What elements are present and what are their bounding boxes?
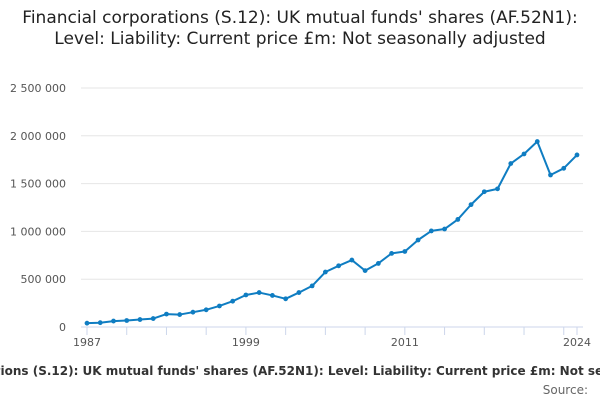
y-tick-label: 1 000 000 <box>10 225 66 238</box>
data-point <box>508 161 514 166</box>
data-point <box>402 249 408 254</box>
data-point <box>415 237 421 243</box>
data-point <box>296 290 302 295</box>
data-point <box>495 186 500 192</box>
y-tick-label: 2 500 000 <box>10 82 66 95</box>
data-point <box>442 226 447 232</box>
data-point <box>150 316 156 321</box>
data-point <box>548 172 553 178</box>
data-point <box>309 283 315 289</box>
data-point <box>481 189 487 195</box>
data-point <box>336 263 342 269</box>
data-point <box>256 290 262 295</box>
data-point <box>177 312 183 317</box>
data-point <box>389 250 394 256</box>
data-point <box>137 317 143 322</box>
data-point <box>561 165 567 171</box>
data-point <box>362 268 368 273</box>
data-point <box>534 139 540 144</box>
data-point <box>322 269 328 275</box>
data-point <box>468 202 474 208</box>
data-point <box>111 318 116 324</box>
data-point <box>243 292 249 298</box>
data-line <box>86 140 578 325</box>
data-point <box>190 309 196 315</box>
x-tick-label: 2024 <box>563 336 591 349</box>
x-tick-label: 2011 <box>391 336 419 349</box>
data-point <box>574 152 580 158</box>
y-tick-label: 500 000 <box>21 273 67 286</box>
chart-title: Financial corporations (S.12): UK mutual… <box>22 8 578 49</box>
data-point <box>97 320 103 326</box>
y-tick-label: 1 500 000 <box>10 178 66 191</box>
data-point <box>270 293 275 298</box>
footer-series-title: Financial corporations (S.12): UK mutual… <box>0 364 600 378</box>
data-point <box>283 296 289 302</box>
x-tick-label: 1987 <box>73 336 101 349</box>
data-point <box>217 303 222 309</box>
data-point <box>349 257 355 263</box>
data-point <box>521 151 527 157</box>
data-point <box>124 318 130 323</box>
data-point <box>428 228 434 234</box>
data-point <box>164 311 169 317</box>
data-point <box>230 298 236 304</box>
data-point <box>203 307 209 313</box>
data-point <box>455 217 461 222</box>
data-point <box>375 261 381 266</box>
x-tick-label: 1999 <box>232 336 260 349</box>
y-tick-label: 2 000 000 <box>10 130 66 143</box>
source-label: Source: <box>542 383 588 397</box>
y-tick-label: 0 <box>59 321 66 334</box>
data-point <box>84 320 90 326</box>
